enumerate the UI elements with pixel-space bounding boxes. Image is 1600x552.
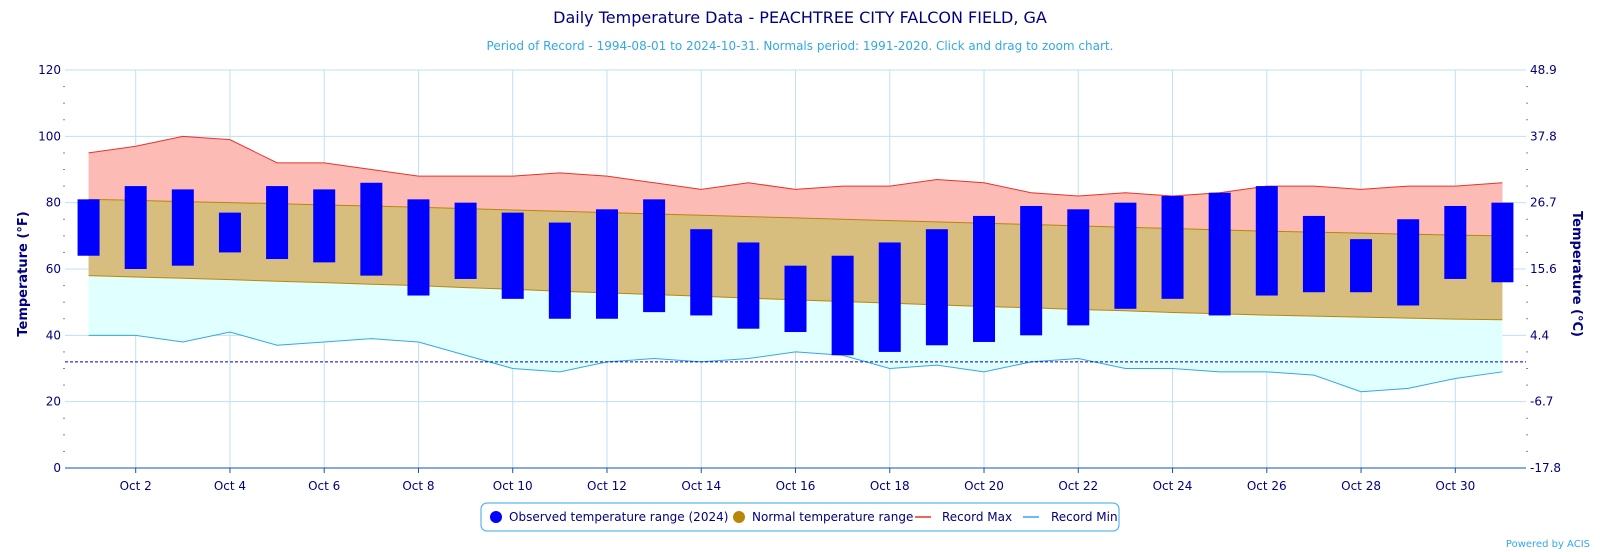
legend[interactable]: Observed temperature range (2024) Normal … [480, 502, 1120, 532]
record-min-band [88, 275, 1503, 392]
x-tick-label: Oct 18 [870, 479, 910, 493]
observed-bar-oct-2[interactable] [124, 186, 147, 269]
x-tick-label: Oct 30 [1435, 479, 1475, 493]
observed-bar-oct-23[interactable] [1114, 202, 1137, 309]
y-tick-label-right: -17.8 [1530, 461, 1561, 475]
observed-bar-oct-5[interactable] [266, 186, 289, 260]
observed-bar-oct-26[interactable] [1255, 186, 1278, 296]
x-tick-label: Oct 2 [120, 479, 152, 493]
chart-title: Daily Temperature Data - PEACHTREE CITY … [553, 8, 1047, 27]
y-tick-label-left: 100 [38, 129, 61, 143]
legend-item-1[interactable]: Observed temperature range (2024) [490, 510, 728, 524]
x-tick-label: Oct 28 [1341, 479, 1381, 493]
x-tick-label: Oct 24 [1153, 479, 1193, 493]
y-tick-label-left: 0 [53, 461, 61, 475]
observed-bar-oct-31[interactable] [1491, 202, 1514, 283]
observed-bar-oct-18[interactable] [878, 242, 901, 352]
legend-item-2[interactable]: Normal temperature range [733, 510, 913, 524]
observed-bar-oct-11[interactable] [548, 222, 571, 319]
normal-range-band [88, 199, 1503, 320]
x-tick-label: Oct 10 [493, 479, 533, 493]
observed-bar-oct-1[interactable] [77, 199, 100, 256]
observed-bar-oct-10[interactable] [501, 212, 524, 299]
observed-bar-oct-13[interactable] [643, 199, 666, 313]
x-tick-label: Oct 8 [402, 479, 434, 493]
legend-marker-dot [490, 511, 502, 523]
y-tick-label-left: 60 [46, 262, 61, 276]
legend-item-4[interactable]: Record Min [1023, 510, 1118, 524]
y-tick-label-right: 15.6 [1530, 262, 1557, 276]
y-tick-label-right: 37.8 [1530, 129, 1557, 143]
observed-bar-oct-25[interactable] [1208, 192, 1231, 316]
observed-bar-oct-16[interactable] [784, 265, 807, 333]
observed-bars[interactable] [77, 182, 1514, 356]
observed-bar-oct-20[interactable] [973, 215, 996, 342]
observed-bar-oct-17[interactable] [831, 255, 854, 356]
legend-marker-dot [733, 511, 745, 523]
chart-subtitle: Period of Record - 1994-08-01 to 2024-10… [487, 39, 1114, 53]
legend-box [480, 502, 1120, 532]
legend-label: Normal temperature range [752, 510, 913, 524]
observed-bar-oct-7[interactable] [360, 182, 383, 276]
observed-bar-oct-8[interactable] [407, 199, 430, 296]
y-tick-label-right: 48.9 [1530, 63, 1557, 77]
x-tick-label: Oct 22 [1058, 479, 1098, 493]
legend-item-3[interactable]: Record Max [915, 510, 1012, 524]
observed-bar-oct-19[interactable] [925, 229, 948, 346]
y-axis-title-left: Temperature (°F) [16, 211, 31, 336]
observed-bar-oct-29[interactable] [1397, 219, 1420, 306]
y-tick-label-right: 26.7 [1530, 196, 1557, 210]
y-axis-title-right: Temperature (°C) [1569, 211, 1584, 337]
observed-bar-oct-14[interactable] [690, 229, 713, 316]
observed-bar-oct-22[interactable] [1067, 209, 1090, 326]
x-tick-label: Oct 6 [308, 479, 340, 493]
x-tick-label: Oct 4 [214, 479, 246, 493]
observed-bar-oct-3[interactable] [171, 189, 194, 266]
y-tick-label-left: 20 [46, 395, 61, 409]
record-lines [65, 135, 1526, 393]
legend-label: Observed temperature range (2024) [509, 510, 728, 524]
axes: Oct 2 Oct 4 Oct 6 Oct 8 Oct 10 Oct 12 Oct 14 Oc… [38, 63, 1561, 493]
observed-bar-oct-12[interactable] [595, 209, 618, 319]
record-max-line[interactable] [88, 135, 1503, 197]
observed-bar-oct-15[interactable] [737, 242, 760, 329]
observed-bar-oct-4[interactable] [218, 212, 241, 253]
legend-label: Record Max [942, 510, 1012, 524]
observed-bar-oct-30[interactable] [1444, 205, 1467, 279]
observed-bar-oct-28[interactable] [1350, 239, 1373, 293]
y-tick-label-left: 40 [46, 328, 61, 342]
observed-bar-oct-24[interactable] [1161, 196, 1184, 299]
y-tick-label-left: 80 [46, 196, 61, 210]
observed-bar-oct-9[interactable] [454, 202, 477, 279]
y-tick-label-right: 4.4 [1530, 328, 1549, 342]
y-tick-label-right: -6.7 [1530, 395, 1553, 409]
observed-bar-oct-27[interactable] [1302, 215, 1325, 293]
observed-bar-oct-21[interactable] [1020, 205, 1043, 336]
y-tick-label-left: 120 [38, 63, 61, 77]
credit-text[interactable]: Powered by ACIS [1506, 539, 1590, 550]
record-min-line[interactable] [88, 331, 1503, 393]
x-tick-label: Oct 16 [776, 479, 816, 493]
x-tick-label: Oct 26 [1247, 479, 1287, 493]
x-tick-label: Oct 20 [964, 479, 1004, 493]
x-tick-label: Oct 12 [587, 479, 627, 493]
record-max-band [88, 136, 1503, 236]
observed-bar-oct-6[interactable] [313, 189, 336, 263]
area-bands [88, 136, 1503, 392]
x-tick-label: Oct 14 [681, 479, 721, 493]
legend-label: Record Min [1051, 510, 1118, 524]
